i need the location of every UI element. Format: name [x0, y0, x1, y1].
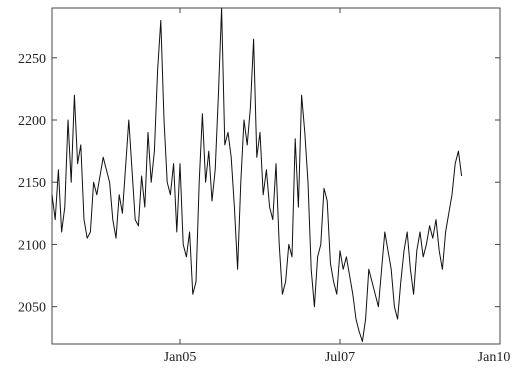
x-tick-label: Jul07 [325, 350, 355, 365]
plot-area-frame [51, 7, 501, 345]
y-tick-label: 2100 [18, 238, 46, 253]
series-layer [51, 7, 463, 342]
y-axis: 2050 2100 2150 2200 2250 [18, 52, 500, 316]
y-tick-label: 2150 [18, 176, 46, 191]
y-tick-label: 2050 [18, 301, 46, 316]
x-tick-label: Jan10 [478, 350, 511, 365]
y-tick-label: 2250 [18, 52, 46, 67]
x-tick-label: Jan05 [164, 350, 197, 365]
y-tick-label: 2200 [18, 114, 46, 129]
x-axis: Jan05 Jul07 Jan10 [164, 8, 511, 365]
series-line [51, 7, 463, 342]
